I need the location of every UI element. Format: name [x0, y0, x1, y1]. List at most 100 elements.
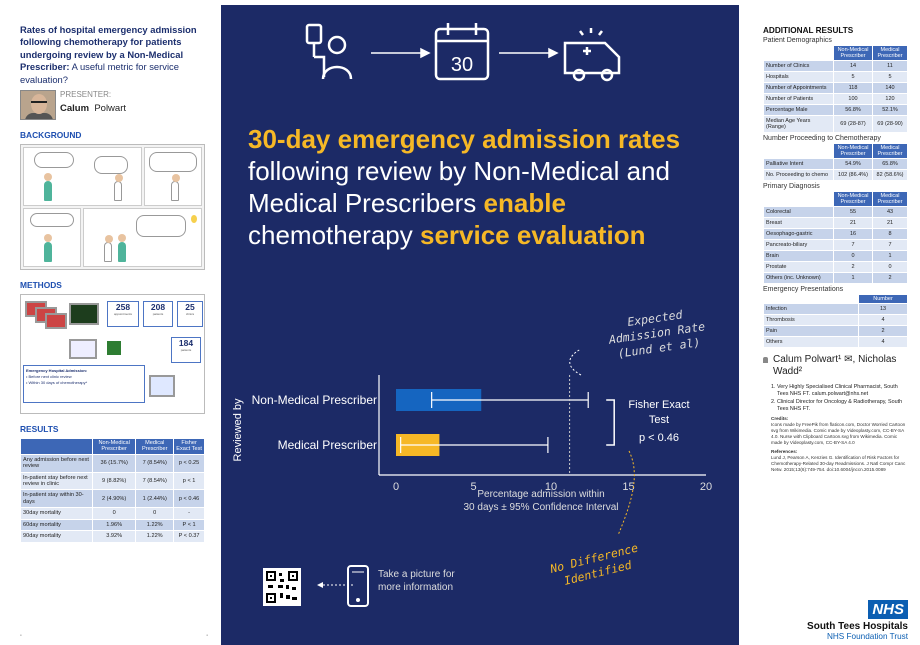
main-panel: 30 30-day emergency admission rates foll… — [221, 5, 739, 645]
table-cell: 1.22% — [135, 530, 175, 543]
table-row: Prostate 2 0 — [763, 261, 908, 273]
phone-icon — [347, 565, 369, 607]
table-row: In-patient stay before next review in cl… — [20, 471, 205, 491]
nodiff-arrow — [617, 450, 635, 535]
table-cell: 69 (28-87) — [833, 115, 873, 133]
table-cell: 65.8% — [872, 158, 908, 170]
table-cell: 9 (8.82%) — [91, 471, 137, 491]
additional-results-title: ADDITIONAL RESULTS — [763, 26, 854, 35]
calendar-number: 30 — [451, 54, 473, 76]
chart-xlabel-line2: 30 days ± 95% Confidence Interval — [463, 502, 618, 513]
table-cell: 13 — [858, 303, 908, 315]
chemo-heading: Number Proceeding to Chemotherapy — [763, 135, 881, 142]
table-cell: P < 1 — [173, 518, 205, 532]
table-cell: 140 — [872, 82, 908, 94]
table-cell: 21 — [872, 217, 908, 229]
right-column: ADDITIONAL RESULTS Patient Demographics … — [763, 26, 908, 641]
table-cell: 7 — [872, 239, 908, 251]
comic-panel — [83, 208, 202, 268]
table-cell: 100 — [833, 93, 873, 105]
table-cell: 0 — [833, 250, 873, 262]
row-label: Thrombosis — [763, 314, 859, 326]
table-cell: 4 — [858, 336, 908, 348]
diagnosis-table: Non-Medical Prescriber Medical Prescribe… — [763, 191, 908, 284]
no-difference-note: No Difference Identified — [548, 540, 640, 588]
poster-title-rest: A useful metric for service evaluation? — [20, 61, 179, 85]
presenter-name: Calum Polwart — [60, 103, 127, 115]
table-cell: p < 1 — [173, 471, 205, 491]
table-cell: 8 — [872, 228, 908, 240]
table-cell: 69 (28-90) — [872, 115, 908, 133]
row-label: 30day mortality — [20, 507, 93, 520]
table-cell: 56.8% — [833, 104, 873, 116]
process-icons: 30 — [305, 23, 621, 82]
table-row: Median Age Years (Range) 69 (28-87) 69 (28… — [763, 115, 908, 133]
left-column: Rates of hospital emergency admission fo… — [20, 24, 208, 639]
row-label: Prostate — [763, 261, 834, 273]
main-headline: 30-day emergency admission rates followi… — [248, 124, 681, 250]
table-cell: 2 (4.90%) — [91, 489, 137, 509]
row-label: Oesophago-gastric — [763, 228, 834, 240]
row-label: Percentage Male — [763, 104, 834, 116]
row-label: Colorectal — [763, 206, 834, 218]
row-label: In-patient stay before next review in cl… — [20, 471, 93, 491]
table-cell: 21 — [833, 217, 873, 229]
trust-name: South Tees Hospitals — [807, 621, 908, 632]
take-picture-text: Take a picture for more information — [378, 569, 455, 593]
table-row: Brain 0 1 — [763, 250, 908, 262]
table-row: Hospitals 5 5 — [763, 71, 908, 83]
stat-box: 208 patients — [143, 301, 173, 328]
admission-criteria: Emergency Hospital Admission: • Before n… — [23, 365, 145, 404]
table-row: Others 4 — [763, 336, 908, 348]
stat-box-total: 184 patients — [171, 337, 201, 364]
row-label: Number of Patients — [763, 93, 834, 105]
ambulance-icon — [563, 28, 621, 82]
table-cell: 54.9% — [833, 158, 873, 170]
table-cell: 4 — [858, 314, 908, 326]
x-tick-label: 10 — [545, 481, 557, 493]
table-cell: 36 (15.7%) — [91, 453, 137, 473]
x-tick-label: 0 — [393, 481, 399, 493]
expected-arrow — [569, 348, 582, 376]
emergency-heading: Emergency Presentations — [763, 286, 844, 293]
table-cell: 82 (58.6%) — [872, 169, 908, 181]
chart-ylabel: Reviewed by — [232, 398, 244, 461]
comic-panel — [143, 147, 202, 207]
table-cell: P < 0.37 — [173, 530, 205, 543]
emergency-table: Number Infection 13 Thrombosis 4 Pain 2 Others… — [763, 294, 908, 348]
x-tick-label: 20 — [700, 481, 712, 493]
table-row: Palliative Intent 54.9% 65.8% — [763, 158, 908, 170]
credits: Credits: Icons made by FreePik from flat… — [771, 416, 906, 473]
row-label: Others — [763, 336, 859, 348]
row-label: Pancreato-biliary — [763, 239, 834, 251]
computer-icon — [69, 339, 97, 360]
table-row: 90day mortality 3.92% 1.22% P < 0.37 — [20, 530, 205, 543]
poster-title-bold: Rates of hospital emergency admission fo… — [20, 24, 197, 73]
cancer-system-screen — [69, 303, 99, 326]
table-cell: 1.22% — [135, 518, 175, 532]
chemo-table: Non-Medical Prescriber Medical Prescribe… — [763, 143, 908, 181]
table-cell: 3.92% — [91, 530, 137, 543]
fisher-label-line1: Fisher Exact — [628, 399, 689, 411]
row-label: Infection — [763, 303, 859, 315]
table-cell: 0 — [135, 507, 175, 520]
table-cell: 118 — [833, 82, 873, 94]
avatar — [20, 90, 56, 121]
presenter-box: PRESENTER: Calum Polwart — [20, 90, 208, 121]
chart-xlabel-line1: Percentage admission within — [477, 489, 604, 500]
x-tick-label: 5 — [470, 481, 476, 493]
row-label: Palliative Intent — [763, 158, 834, 170]
qr-code[interactable] — [263, 568, 301, 606]
table-row: No. Proceeding to chemo 102 (86.4%) 82 (58… — [763, 169, 908, 181]
excel-icon — [107, 341, 121, 356]
table-cell: 7 (8.54%) — [135, 471, 175, 491]
table-cell: 1 — [872, 250, 908, 262]
row-label: Number of Clinics — [763, 60, 834, 72]
background-heading: BACKGROUND — [20, 130, 82, 141]
table-cell: 7 (8.54%) — [135, 453, 175, 473]
admission-chart: Reviewed by 0 5 10 15 20 Non-Medical Prescri… — [232, 348, 712, 535]
row-label: Pain — [763, 325, 859, 337]
methods-diagram: 258 appointments 208 patients 25 clinics… — [20, 294, 205, 415]
nhs-brand: NHS South Tees Hospitals NHS Foundation … — [807, 600, 908, 641]
presenter-label: PRESENTER: — [60, 90, 112, 100]
